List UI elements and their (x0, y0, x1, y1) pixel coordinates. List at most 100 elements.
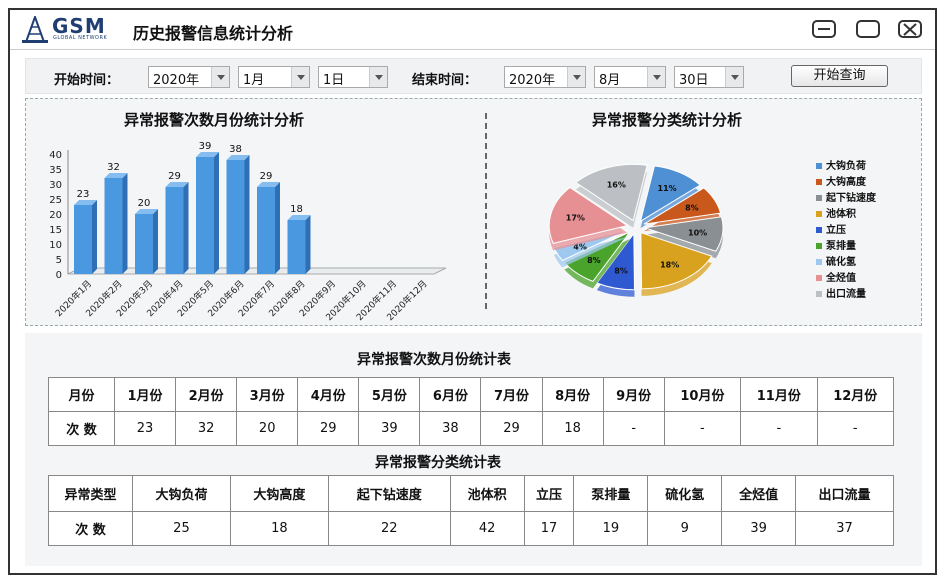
pie-slice (548, 186, 629, 244)
column-header: 4月份 (297, 377, 360, 412)
window-title: 历史报警信息统计分析 (133, 24, 294, 43)
bar-side (214, 152, 219, 274)
start-month-select[interactable]: 1月 (238, 66, 310, 88)
bar-value-label: 32 (107, 162, 120, 173)
bar-value-label: 23 (77, 189, 90, 200)
column-header: 硫化氢 (647, 475, 723, 512)
legend-label: 起下钻速度 (825, 191, 877, 204)
bar-value-label: 20 (138, 198, 151, 209)
bar-value-label: 38 (229, 144, 242, 155)
bar-top (226, 155, 250, 160)
bar (74, 205, 92, 274)
bar-chart: 0510152025303540232020年1月322020年2月202020… (49, 141, 447, 323)
row-header: 月份 (48, 377, 115, 412)
bar (196, 157, 214, 274)
column-header: 12月份 (816, 377, 895, 412)
bar-value-label: 18 (290, 204, 303, 215)
column-header: 5月份 (358, 377, 421, 412)
chevron-down-icon (291, 67, 309, 87)
bar-top (257, 182, 280, 187)
pie-slice (643, 187, 722, 225)
table-cell: - (740, 411, 818, 446)
table-cell: 18 (229, 511, 329, 546)
start-query-button[interactable]: 开始查询 (791, 65, 888, 87)
chart-divider (485, 113, 487, 309)
table-cell: 29 (480, 411, 543, 446)
end-month-select[interactable]: 8月 (594, 66, 666, 88)
minimize-button[interactable] (812, 20, 836, 38)
table-cell: - (663, 411, 742, 446)
table-cell: 19 (573, 511, 649, 546)
monthly-table: 月份 1月份 2月份 3月份 4月份 5月份 6月份 7月份 8月份 9月份 10月份 11月份 12… (48, 377, 895, 446)
charts-panel: 异常报警次数月份统计分析 0 5 10 15 20 25 30 35 40 23 2020年1月 32… (25, 98, 922, 326)
table-cell: 42 (449, 511, 525, 546)
legend-label: 全烃值 (825, 271, 856, 284)
end-month-value: 8月 (599, 73, 621, 88)
pie-percent-label: 8% (614, 267, 628, 276)
legend-swatch (816, 291, 822, 297)
pie-percent-label: 8% (685, 204, 699, 213)
legend-swatch (816, 195, 822, 201)
start-month-value: 1月 (243, 73, 265, 88)
column-header: 起下钻速度 (327, 475, 451, 512)
column-header: 8月份 (541, 377, 604, 412)
maximize-button[interactable] (856, 20, 880, 38)
start-year-select[interactable]: 2020年 (148, 66, 230, 88)
legend-label: 立压 (826, 223, 846, 236)
bar-top (104, 173, 128, 178)
column-header: 大钩高度 (229, 475, 329, 512)
table-cell: 25 (132, 511, 231, 546)
legend-label: 泵排量 (826, 239, 856, 252)
legend-label: 硫化氢 (826, 255, 856, 268)
table-cell: 9 (647, 511, 723, 546)
pie-slice-edge (553, 236, 628, 268)
table-cell: 20 (236, 411, 299, 446)
table-row: 异常类型 大钩负荷 大钩高度 起下钻速度 池体积 立压 泵排量 硫化氢 全烃值 出口流量 (48, 475, 894, 512)
chevron-down-icon (567, 67, 585, 87)
legend-label: 出口流量 (826, 287, 866, 300)
legend-swatch (816, 227, 822, 233)
filter-bar: 开始时间： 2020年 1月 1日 结束时间： 2020年 8月 30日 开始查… (25, 58, 922, 94)
column-header: 大钩负荷 (132, 475, 231, 512)
table-cell: 22 (327, 511, 451, 546)
column-header: 10月份 (663, 377, 742, 412)
bar-top (165, 182, 189, 187)
bar-top (74, 200, 97, 205)
column-header: 全烃值 (721, 475, 797, 512)
tables-panel: 异常报警次数月份统计表 月份 1月份 2月份 3月份 4月份 5月份 6月份 7月份 8月份 9… (25, 333, 922, 566)
table-cell: 29 (297, 411, 360, 446)
y-tick-label: 10 (49, 240, 62, 251)
pie-slice (644, 216, 724, 252)
pie-slice (574, 163, 648, 222)
y-tick-label: 20 (49, 210, 62, 221)
chevron-down-icon (725, 67, 743, 87)
start-time-label: 开始时间： (54, 73, 120, 88)
bar-side (275, 182, 280, 274)
close-button[interactable] (898, 20, 922, 38)
start-day-value: 1日 (323, 73, 345, 88)
bar-value-label: 29 (168, 171, 181, 182)
bar (135, 214, 153, 274)
start-day-select[interactable]: 1日 (318, 66, 388, 88)
column-header: 6月份 (419, 377, 482, 412)
end-year-value: 2020年 (509, 73, 556, 88)
legend-swatch (816, 243, 822, 249)
table-cell: 18 (541, 411, 604, 446)
legend-swatch (816, 259, 822, 265)
monthly-table-title: 异常报警次数月份统计表 (357, 352, 511, 368)
bar-value-label: 39 (199, 141, 212, 152)
close-icon (903, 23, 917, 36)
bar-side (244, 155, 250, 274)
pie-percent-label: 10% (688, 228, 707, 237)
end-day-select[interactable]: 30日 (674, 66, 744, 88)
app-window: GSM GLOBAL NETWORK 历史报警信息统计分析 开始时间： 2020… (8, 8, 937, 575)
column-header: 9月份 (602, 377, 665, 412)
bar-side (92, 200, 97, 274)
chevron-down-icon (647, 67, 665, 87)
end-year-select[interactable]: 2020年 (504, 66, 586, 88)
brand-subtitle: GLOBAL NETWORK (53, 35, 108, 41)
bar-side (183, 182, 189, 274)
y-tick-label: 5 (56, 255, 62, 266)
chevron-down-icon (369, 67, 387, 87)
bar-side (305, 215, 311, 274)
